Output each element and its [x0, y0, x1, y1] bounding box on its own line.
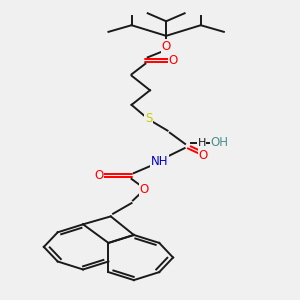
Text: O: O — [199, 149, 208, 162]
Text: NH: NH — [151, 155, 168, 168]
Text: OH: OH — [210, 136, 228, 148]
Text: O: O — [169, 54, 178, 67]
Text: O: O — [161, 40, 171, 53]
Text: H: H — [197, 138, 206, 148]
Text: O: O — [94, 169, 104, 182]
Text: S: S — [145, 112, 152, 125]
Text: O: O — [140, 182, 148, 196]
